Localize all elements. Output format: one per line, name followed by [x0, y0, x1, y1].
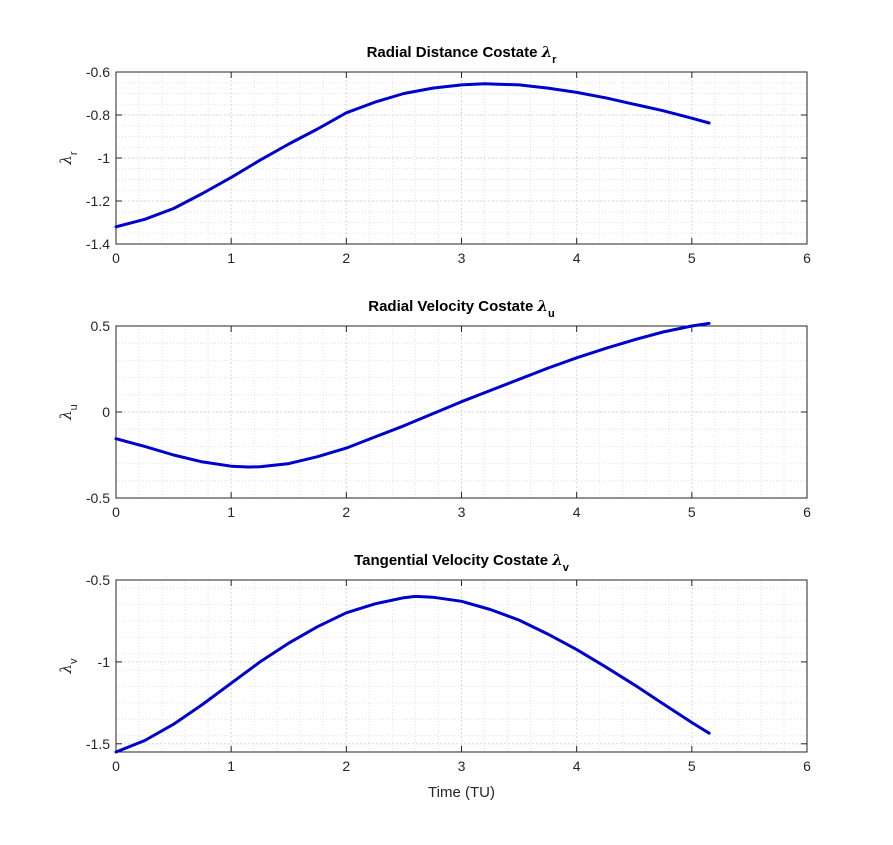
ylabel-subscript: r	[68, 151, 80, 155]
chart-title-tangential-velocity: Tangential Velocity Costate λv	[354, 551, 570, 574]
title-subscript: r	[552, 54, 557, 66]
x-tick-label: 1	[227, 250, 235, 266]
y-axis-label-radial-velocity: λu	[57, 404, 80, 421]
chart-title-radial-distance: Radial Distance Costate λr	[367, 43, 558, 66]
x-tick-label: 3	[458, 504, 466, 520]
subplot-radial-distance: 0 1 2 3 4 5 6 -1.4 -1.2 -1 -0.8 -0.6 Radial Distanc…	[57, 43, 811, 266]
title-symbol: λ	[536, 297, 548, 315]
series-line-tangential-velocity	[114, 594, 711, 754]
y-axis-label-radial-distance: λr	[57, 151, 80, 166]
chart-title-radial-velocity: Radial Velocity Costate λu	[368, 297, 555, 320]
y-tick-label: -0.5	[86, 490, 110, 506]
ylabel-symbol: λ	[57, 155, 75, 166]
x-tick-label: 5	[688, 758, 696, 774]
x-tick-label: 6	[803, 504, 811, 520]
x-tick-label: 4	[573, 504, 581, 520]
title-subscript: v	[563, 562, 570, 574]
x-tick-label: 0	[112, 250, 120, 266]
y-tick-label: 0	[102, 404, 110, 420]
x-tick-label: 5	[688, 504, 696, 520]
x-tick-label: 5	[688, 250, 696, 266]
ticks-radial-distance: 0 1 2 3 4 5 6 -1.4 -1.2 -1 -0.8 -0.6	[86, 64, 811, 266]
x-axis-label-time: Time (TU)	[428, 784, 495, 801]
ylabel-subscript: u	[68, 404, 80, 410]
series-line-radial-distance	[114, 82, 711, 229]
ylabel-symbol: λ	[57, 664, 75, 675]
y-tick-label: -1.4	[86, 236, 110, 252]
x-tick-label: 1	[227, 758, 235, 774]
x-tick-label: 2	[342, 504, 350, 520]
subplot-radial-velocity: 0 1 2 3 4 5 6-0.500.5 Radial Velocity Costate …	[57, 297, 811, 520]
y-tick-label: -0.6	[86, 64, 110, 80]
x-tick-label: 4	[573, 250, 581, 266]
y-tick-label: -1	[98, 150, 111, 166]
ylabel-subscript: v	[68, 658, 80, 664]
y-axis-label-tangential-velocity: λv	[57, 658, 80, 675]
title-symbol: λ	[551, 551, 563, 569]
y-tick-label: -1.2	[86, 193, 110, 209]
x-tick-label: 4	[573, 758, 581, 774]
x-tick-label: 1	[227, 504, 235, 520]
ticks-radial-velocity: 0 1 2 3 4 5 6-0.500.5	[86, 318, 811, 520]
y-tick-label: -0.5	[86, 572, 110, 588]
x-tick-label: 2	[342, 250, 350, 266]
x-tick-label: 3	[458, 758, 466, 774]
x-tick-label: 6	[803, 758, 811, 774]
subplot-tangential-velocity: 0 1 2 3 4 5 6 -1.5 -1 -0.5 Tangential Velocity Co…	[57, 551, 811, 801]
y-tick-label: 0.5	[91, 318, 111, 334]
x-tick-label: 3	[458, 250, 466, 266]
title-subscript: u	[548, 308, 555, 320]
x-tick-label: 6	[803, 250, 811, 266]
x-tick-label: 2	[342, 758, 350, 774]
ticks-tangential-velocity: 0 1 2 3 4 5 6 -1.5 -1 -0.5	[86, 572, 811, 774]
y-tick-label: -1	[98, 654, 111, 670]
title-symbol: λ	[541, 43, 553, 61]
y-tick-label: -0.8	[86, 107, 110, 123]
ylabel-symbol: λ	[57, 410, 75, 421]
series-line-radial-velocity	[114, 321, 711, 469]
x-tick-label: 0	[112, 758, 120, 774]
y-tick-label: -1.5	[86, 736, 110, 752]
x-tick-label: 0	[112, 504, 120, 520]
